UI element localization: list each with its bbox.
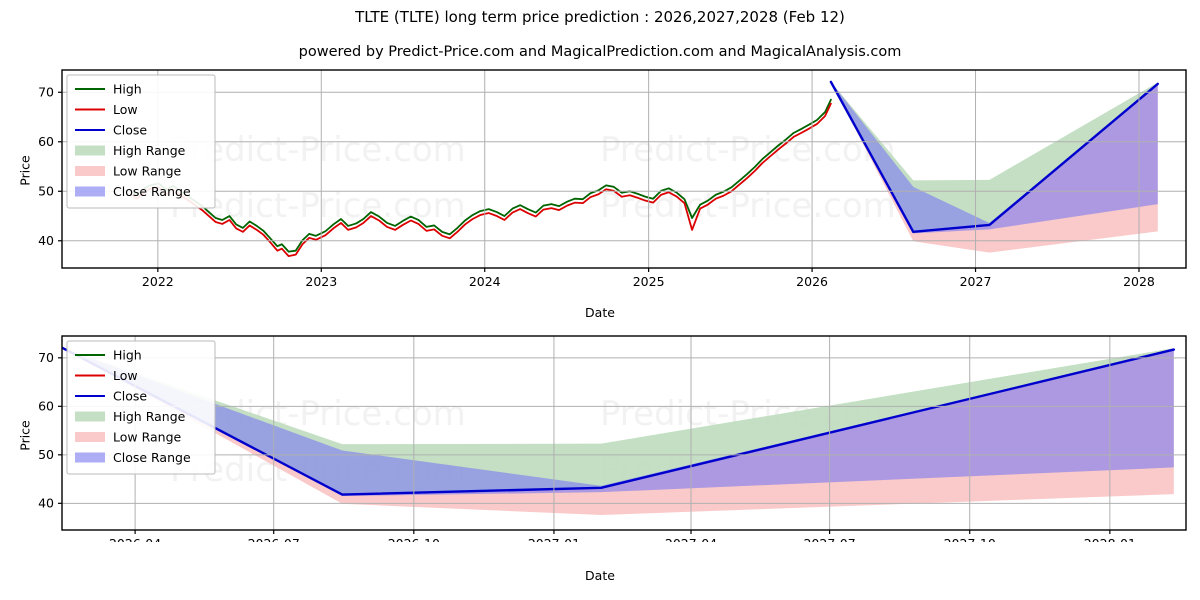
legend-swatch-high-range bbox=[75, 145, 105, 156]
y-tick-label: 60 bbox=[38, 398, 54, 413]
watermark: Predict-Price.com bbox=[600, 130, 896, 170]
y-tick-label: 50 bbox=[38, 447, 54, 462]
bottom-chart-panel: Predict-Price.comPredict-Price.comPredic… bbox=[0, 327, 1200, 542]
series-line-high bbox=[129, 98, 832, 253]
legend-label[interactable]: High Range bbox=[113, 409, 186, 424]
y-tick-label: 40 bbox=[38, 233, 54, 248]
legend-label[interactable]: Close Range bbox=[113, 450, 191, 465]
x-tick-label: 2027-07 bbox=[803, 536, 855, 542]
bottom-chart-x-axis-label: Date bbox=[585, 568, 615, 583]
x-tick-label: 2027-10 bbox=[944, 536, 996, 542]
x-tick-label: 2026-10 bbox=[388, 536, 440, 542]
legend-label[interactable]: Close bbox=[113, 389, 147, 404]
legend-label[interactable]: Close Range bbox=[113, 184, 191, 199]
x-tick-label: 2023 bbox=[305, 274, 337, 289]
watermark: Predict-Price.com bbox=[170, 130, 466, 170]
legend-label[interactable]: Low Range bbox=[113, 164, 182, 179]
x-tick-label: 2024 bbox=[469, 274, 501, 289]
legend-label[interactable]: High bbox=[113, 348, 142, 363]
legend-label[interactable]: Low bbox=[113, 102, 138, 117]
plot-frame bbox=[61, 69, 1187, 269]
legend-swatch-high-range bbox=[75, 411, 105, 422]
x-tick-label: 2022 bbox=[142, 274, 174, 289]
legend-label[interactable]: Low Range bbox=[113, 430, 182, 445]
top-chart-panel: Predict-Price.com Predict-Price.com Predic… bbox=[0, 62, 1200, 317]
legend-swatch-low-range bbox=[75, 166, 105, 176]
legend-swatch-close-range bbox=[75, 452, 105, 463]
y-tick-label: 40 bbox=[38, 495, 54, 510]
watermark: Predict-Price.com bbox=[600, 186, 896, 226]
x-tick-label: 2027 bbox=[960, 274, 992, 289]
legend-label[interactable]: High Range bbox=[113, 143, 186, 158]
x-tick-label: 2027-01 bbox=[528, 536, 580, 542]
page-subtitle: powered by Predict-Price.com and Magical… bbox=[298, 44, 902, 60]
bottom-chart-svg: Predict-Price.comPredict-Price.comPredic… bbox=[38, 335, 1187, 542]
legend-swatch-close-range bbox=[75, 186, 105, 197]
x-tick-label: 2025 bbox=[633, 274, 665, 289]
y-tick-label: 60 bbox=[38, 134, 54, 149]
legend-label[interactable]: High bbox=[113, 82, 142, 97]
bottom-chart-y-axis-label: Price bbox=[17, 420, 33, 451]
y-tick-label: 70 bbox=[38, 350, 54, 365]
series-line-low bbox=[129, 102, 832, 258]
legend-swatch-low-range bbox=[75, 432, 105, 442]
top-chart-svg: Predict-Price.com Predict-Price.com Predic… bbox=[38, 69, 1187, 289]
y-tick-label: 50 bbox=[38, 183, 54, 198]
series-line-close bbox=[829, 80, 1159, 234]
top-chart-y-axis-label: Price bbox=[17, 155, 33, 186]
top-chart-x-axis-label: Date bbox=[585, 305, 615, 320]
legend-label[interactable]: Close bbox=[113, 123, 147, 138]
x-tick-label: 2027-04 bbox=[665, 536, 717, 542]
x-tick-label: 2028 bbox=[1123, 274, 1155, 289]
band-close-range bbox=[62, 347, 1174, 497]
legend-label[interactable]: Low bbox=[113, 368, 138, 383]
x-tick-label: 2026-07 bbox=[248, 536, 300, 542]
x-tick-label: 2028-01 bbox=[1084, 536, 1136, 542]
plot-frame bbox=[61, 335, 1187, 531]
x-tick-label: 2026-04 bbox=[109, 536, 161, 542]
band-close-range bbox=[830, 81, 1158, 234]
page-title: TLTE (TLTE) long term price prediction :… bbox=[355, 8, 845, 26]
y-tick-label: 70 bbox=[38, 84, 54, 99]
x-tick-label: 2026 bbox=[796, 274, 828, 289]
